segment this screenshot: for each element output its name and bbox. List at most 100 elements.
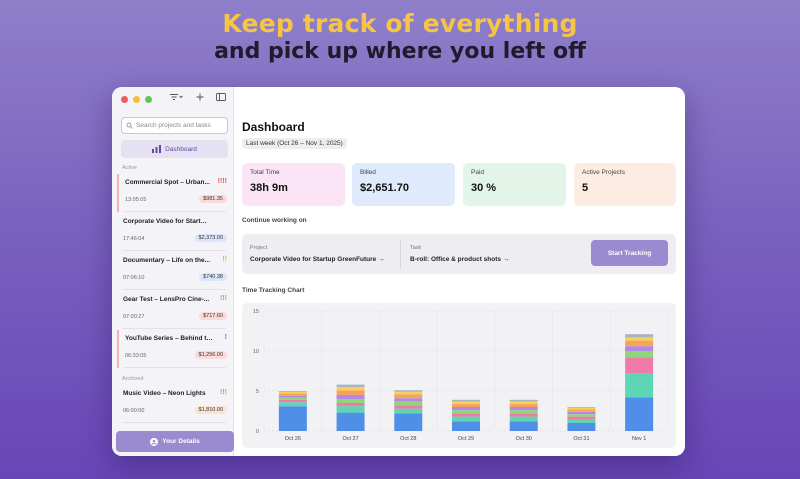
search-icon bbox=[126, 122, 133, 129]
card-value: 30 % bbox=[471, 182, 497, 194]
bar-segment bbox=[567, 423, 596, 431]
card-label: Total Time bbox=[250, 169, 280, 176]
list-item[interactable]: Commercial Spot – Urban...!!!! 13:05:05 $9… bbox=[117, 174, 231, 212]
project-label: Project bbox=[250, 245, 268, 251]
task-link[interactable]: B-roll: Office & product shots →︎ bbox=[410, 256, 509, 263]
item-time: 07:06:10 bbox=[123, 275, 145, 281]
bar-segment bbox=[509, 413, 538, 417]
bar-segment bbox=[336, 406, 365, 413]
divider bbox=[122, 422, 226, 423]
chart-canvas: 0 5 10 15 Oct 26 Oct 27 Oct 28 Oct 29 Oct 30 Oct … bbox=[253, 309, 669, 442]
bar-segment bbox=[625, 340, 654, 347]
bar-segment bbox=[625, 351, 654, 358]
your-details-button[interactable]: Your Details bbox=[116, 431, 234, 452]
bar-segment bbox=[509, 421, 538, 431]
item-title: Commercial Spot – Urban... bbox=[125, 179, 210, 186]
bar-segment bbox=[336, 390, 365, 395]
x-tick-label: Oct 27 bbox=[342, 436, 358, 442]
arrow-circle-icon: →︎ bbox=[502, 256, 510, 263]
project-name: Corporate Video for Startup GreenFuture bbox=[250, 256, 377, 263]
card-value: 38h 9m bbox=[250, 182, 288, 194]
sidebar-item-label: Dashboard bbox=[165, 145, 197, 153]
bar-segment bbox=[452, 410, 480, 414]
x-tick-label: Oct 26 bbox=[285, 436, 301, 442]
plus-icon[interactable] bbox=[196, 93, 204, 104]
bar-segment bbox=[336, 412, 365, 431]
item-time: 06:00:00 bbox=[123, 408, 145, 414]
archived-section-label: Archived bbox=[122, 376, 144, 382]
item-title: Corporate Video for Startup... bbox=[123, 218, 211, 225]
bar-segment bbox=[567, 416, 596, 419]
y-tick-label: 15 bbox=[253, 309, 259, 315]
window-controls bbox=[121, 96, 152, 103]
item-time: 13:05:05 bbox=[125, 197, 147, 203]
bar-segment bbox=[278, 397, 307, 400]
page-title: Dashboard bbox=[242, 120, 305, 134]
search-input[interactable]: Search projects and tasks bbox=[121, 117, 228, 134]
bar-segment bbox=[278, 391, 307, 394]
zoom-window-button[interactable] bbox=[145, 96, 152, 103]
bar-segment bbox=[509, 401, 538, 404]
project-link[interactable]: Corporate Video for Startup GreenFuture … bbox=[250, 256, 385, 263]
task-name: B-roll: Office & product shots bbox=[410, 256, 501, 263]
item-title: Gear Test – LensPro Cine-... bbox=[123, 296, 210, 303]
card-label: Billed bbox=[360, 169, 376, 176]
billed-card: Billed $2,651.70 bbox=[352, 163, 455, 206]
bar-segment bbox=[567, 419, 596, 423]
continue-working-panel: Project Corporate Video for Startup Gree… bbox=[242, 234, 676, 274]
divider bbox=[124, 211, 226, 212]
sidebar-toggle-icon[interactable] bbox=[216, 93, 226, 104]
paid-card: Paid 30 % bbox=[463, 163, 566, 206]
bar-segment bbox=[394, 398, 423, 402]
arrow-circle-icon: →︎ bbox=[378, 256, 385, 263]
item-time: 06:33:05 bbox=[125, 353, 147, 359]
amount-badge: $2,373.00 bbox=[194, 234, 227, 242]
bar-segment bbox=[394, 391, 423, 395]
amount-badge: $1,810.00 bbox=[194, 406, 227, 414]
list-item[interactable]: Corporate Video for Startup... 17:46:04 $2… bbox=[117, 213, 231, 251]
bar-segment bbox=[336, 395, 365, 399]
priority-indicator: !!!! bbox=[217, 178, 227, 185]
hero-subtitle: and pick up where you left off bbox=[214, 39, 586, 64]
bar-segment bbox=[278, 406, 307, 431]
item-title: Documentary – Life on the... bbox=[123, 257, 211, 264]
bar-segment bbox=[509, 399, 538, 402]
priority-indicator: !! bbox=[222, 256, 227, 263]
amount-badge: $1,256.00 bbox=[194, 351, 227, 359]
your-details-label: Your Details bbox=[162, 438, 200, 445]
list-item[interactable]: Music Video – Neon Lights!!! 06:00:00 $1,8… bbox=[117, 385, 231, 423]
bar-segment bbox=[394, 401, 423, 406]
start-tracking-button[interactable]: Start Tracking bbox=[591, 240, 668, 266]
divider bbox=[122, 250, 226, 251]
x-tick-label: Oct 31 bbox=[573, 436, 589, 442]
sidebar-item-dashboard[interactable]: Dashboard bbox=[121, 140, 228, 158]
bar-segment bbox=[336, 387, 365, 391]
y-tick-label: 5 bbox=[256, 389, 259, 395]
app-window: Search projects and tasks Dashboard Acti… bbox=[112, 87, 685, 456]
amount-badge: $981.35 bbox=[199, 195, 227, 203]
bar-segment bbox=[452, 421, 480, 431]
bar-segment bbox=[625, 357, 654, 374]
card-value: $2,651.70 bbox=[360, 182, 409, 194]
bar-segment bbox=[394, 408, 423, 414]
priority-indicator: !!! bbox=[220, 295, 227, 302]
list-item[interactable]: YouTube Series – Behind the...! 06:33:05 $… bbox=[117, 330, 231, 368]
filter-icon[interactable] bbox=[169, 93, 183, 104]
x-tick-label: Oct 29 bbox=[458, 436, 474, 442]
bar-segment bbox=[509, 403, 538, 407]
bar-segment bbox=[336, 403, 365, 407]
x-tick-label: Oct 28 bbox=[400, 436, 416, 442]
bar-segment bbox=[567, 411, 596, 415]
bar-segment bbox=[278, 395, 307, 398]
bar-segment bbox=[278, 402, 307, 407]
y-tick-label: 0 bbox=[256, 429, 259, 435]
minimize-window-button[interactable] bbox=[133, 96, 140, 103]
list-item[interactable]: Gear Test – LensPro Cine-...!!! 07:00:27 $… bbox=[117, 291, 231, 329]
list-item[interactable]: Documentary – Life on the...!! 07:06:10 $7… bbox=[117, 252, 231, 290]
close-window-button[interactable] bbox=[121, 96, 128, 103]
time-tracking-chart: 0 5 10 15 Oct 26 Oct 27 Oct 28 Oct 29 Oct 30 Oct … bbox=[242, 303, 676, 448]
item-time: 17:46:04 bbox=[123, 236, 145, 242]
date-range-chip[interactable]: Last week (Oct 26 – Nov 1, 2025) bbox=[242, 138, 347, 149]
card-label: Active Projects bbox=[582, 169, 625, 176]
bar-segment bbox=[567, 409, 596, 412]
